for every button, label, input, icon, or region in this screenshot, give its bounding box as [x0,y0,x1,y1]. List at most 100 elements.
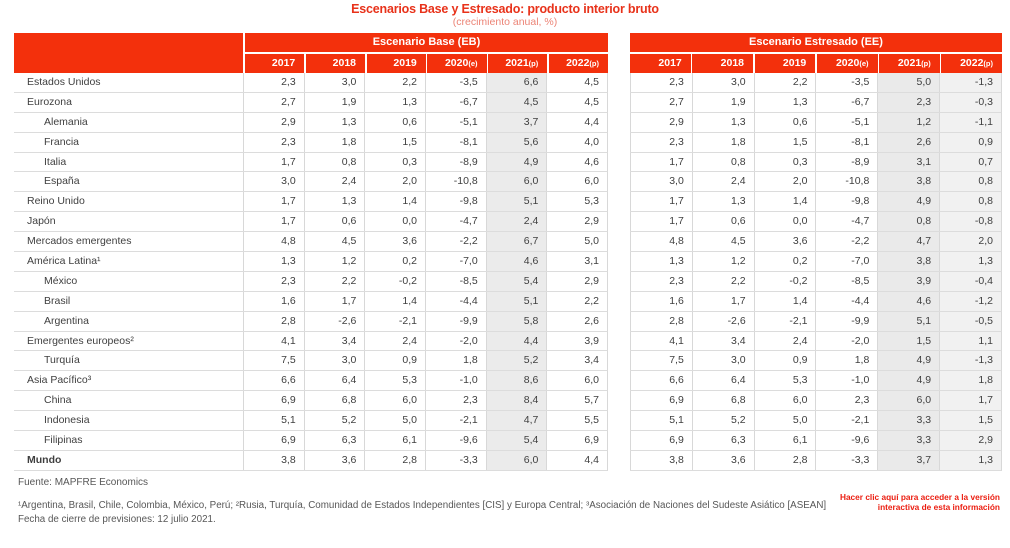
value-cell: 0,8 [303,152,365,172]
table-row: Asia Pacífico³ 6,6 6,4 5,3 -1,0 8,6 6,0 [14,371,608,392]
value-cell: 5,2 [691,411,754,431]
table-row: Japón 1,7 0,6 0,0 -4,7 2,4 2,9 [14,212,608,233]
value-cell: 6,0 [546,172,607,192]
value-cell: 2,3 [815,391,877,411]
value-cell: 6,7 [485,232,547,252]
value-cell: 0,0 [753,212,816,232]
table-row: 6,9 6,8 6,0 2,3 6,0 1,7 [630,391,1002,412]
value-cell: 4,6 [546,152,607,172]
value-cell: 2,9 [939,431,1001,450]
figure-title: Escenarios Base y Estresado: producto in… [351,2,659,16]
footnote: ¹Argentina, Brasil, Chile, Colombia, Méx… [18,500,827,511]
value-cell: 6,6 [243,371,304,391]
value-cell: 4,0 [546,132,607,152]
base-table-body: Estados Unidos 2,3 3,0 2,2 -3,5 6,6 4,5 Eurozon… [14,73,608,471]
value-cell: 4,9 [485,152,547,172]
value-cell: 1,4 [364,192,425,212]
row-label-header-block [14,33,243,73]
value-cell: 2,9 [243,112,304,132]
value-cell: -6,7 [425,92,486,112]
value-cell: 1,2 [691,252,754,271]
value-cell: 6,0 [485,172,547,192]
table-row: 7,5 3,0 0,9 1,8 4,9 -1,3 [630,351,1002,372]
value-cell: -8,5 [425,271,486,291]
table-row: Estados Unidos 2,3 3,0 2,2 -3,5 6,6 4,5 [14,73,608,93]
value-cell: -9,8 [425,192,486,212]
row-label: Emergentes europeos² [27,334,134,347]
stressed-year-header-row: 2017 2018 2019 2020(e) 2021(p) 2022(p) [630,53,1002,73]
value-cell: 4,6 [485,252,547,271]
value-cell: 0,3 [753,152,816,172]
value-cell: 6,1 [364,431,425,450]
value-cell: 5,4 [485,271,547,291]
base-table-header: Escenario Base (EB) 2017 2018 2019 2020(e) 2… [14,33,608,73]
value-cell: -0,2 [364,271,425,291]
value-cell: 5,0 [753,411,816,431]
value-cell: 5,1 [243,411,304,431]
column-header: 2018 [305,53,365,73]
value-cell: 3,7 [485,112,547,132]
value-cell: 4,1 [630,331,692,351]
row-label: Italia [44,155,67,168]
value-cell: -5,1 [815,112,877,132]
value-cell: 5,0 [364,411,425,431]
value-cell: 1,7 [243,212,304,232]
value-cell: 2,2 [753,73,816,92]
row-label: Asia Pacífico³ [27,374,92,387]
value-cell: 3,3 [877,431,940,450]
value-cell: 1,8 [303,132,365,152]
value-cell: 3,7 [877,450,940,470]
value-cell: 5,1 [485,291,547,311]
value-cell: -5,1 [425,112,486,132]
table-row: Alemania 2,9 1,3 0,6 -5,1 3,7 4,4 [14,112,608,133]
value-cell: 2,9 [630,112,692,132]
value-cell: 3,0 [303,351,365,371]
base-group-header: Escenario Base (EB) [245,33,608,52]
column-header: 2020(e) [427,53,487,73]
row-label: España [44,175,80,188]
value-cell: -8,9 [425,152,486,172]
value-cell: 0,2 [753,252,816,271]
value-cell: 2,0 [753,172,816,192]
value-cell: 1,7 [243,192,304,212]
row-label: América Latina¹ [27,255,101,268]
value-cell: 2,8 [753,450,816,470]
value-cell: 4,9 [877,371,940,391]
value-cell: 4,4 [546,112,607,132]
table-row: 5,1 5,2 5,0 -2,1 3,3 1,5 [630,411,1002,432]
value-cell: 2,3 [877,92,940,112]
value-cell: 1,9 [303,92,365,112]
value-cell: 1,7 [630,152,692,172]
row-label: Alemania [44,115,88,128]
value-cell: -6,7 [815,92,877,112]
value-cell: 3,0 [303,73,365,92]
value-cell: -4,4 [425,291,486,311]
row-label: Estados Unidos [27,76,101,88]
value-cell: 0,0 [364,212,425,232]
value-cell: 1,7 [630,192,692,212]
row-label: Eurozona [27,95,72,108]
value-cell: -3,3 [425,450,486,470]
value-cell: 2,9 [546,271,607,291]
value-cell: 1,5 [364,132,425,152]
value-cell: 5,4 [485,431,547,450]
value-cell: 2,3 [243,271,304,291]
interactive-version-link[interactable]: Hacer clic aquí para acceder a la versió… [839,492,1000,512]
value-cell: 8,6 [485,371,547,391]
value-cell: 1,8 [425,351,486,371]
column-header: 2018 [692,53,753,73]
table-row: Francia 2,3 1,8 1,5 -8,1 5,6 4,0 [14,132,608,153]
value-cell: -2,0 [425,331,486,351]
value-cell: -2,1 [425,411,486,431]
value-cell: 1,3 [691,112,754,132]
value-cell: 0,8 [939,192,1001,212]
table-row: Mundo 3,8 3,6 2,8 -3,3 6,0 4,4 [14,450,608,471]
table-row: 2,3 2,2 -0,2 -8,5 3,9 -0,4 [630,271,1002,292]
value-cell: 0,9 [364,351,425,371]
value-cell: 1,8 [691,132,754,152]
value-cell: -8,9 [815,152,877,172]
value-cell: -1,3 [939,73,1001,92]
value-cell: -10,8 [425,172,486,192]
value-cell: 1,4 [364,291,425,311]
value-cell: 2,2 [303,271,365,291]
